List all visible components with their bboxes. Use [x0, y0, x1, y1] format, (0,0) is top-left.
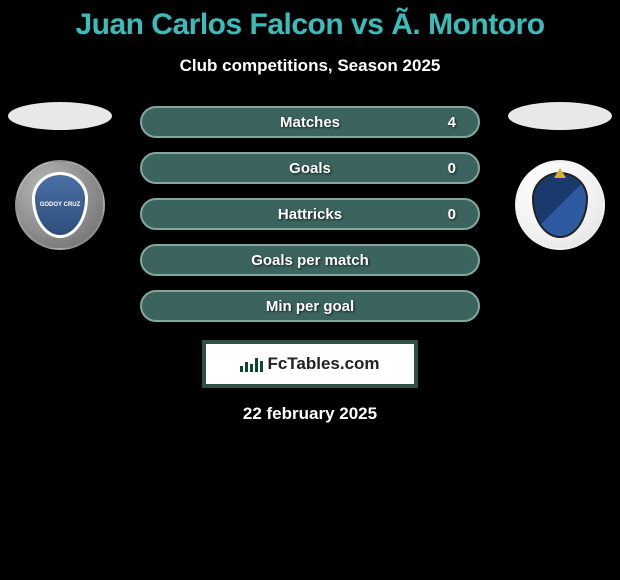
stat-row: Goals per match	[140, 244, 480, 276]
stat-label: Hattricks	[164, 206, 456, 223]
stat-label: Goals	[164, 160, 456, 177]
crest-shield-icon: GODOY CRUZ	[32, 172, 88, 238]
stat-row: Hattricks0	[140, 198, 480, 230]
crest-shield-icon	[532, 172, 588, 238]
comparison-content: GODOY CRUZ Matches4Goals0Hattricks0Goals…	[0, 106, 620, 424]
stats-list: Matches4Goals0Hattricks0Goals per matchM…	[140, 106, 480, 322]
team-right-column	[500, 106, 620, 250]
player-photo-placeholder-left	[8, 102, 112, 130]
stat-row: Matches4	[140, 106, 480, 138]
barchart-icon	[240, 356, 263, 372]
subtitle: Club competitions, Season 2025	[0, 56, 620, 76]
stat-value: 0	[448, 160, 456, 177]
stat-row: Goals0	[140, 152, 480, 184]
stat-value: 4	[448, 114, 456, 131]
team-crest-right	[515, 160, 605, 250]
stat-row: Min per goal	[140, 290, 480, 322]
source-badge: FcTables.com	[202, 340, 418, 388]
player-photo-placeholder-right	[508, 102, 612, 130]
team-crest-left: GODOY CRUZ	[15, 160, 105, 250]
stat-label: Min per goal	[164, 298, 456, 315]
stat-label: Matches	[164, 114, 456, 131]
page-title: Juan Carlos Falcon vs Ã. Montoro	[0, 0, 620, 42]
comparison-date: 22 february 2025	[0, 404, 620, 424]
stat-label: Goals per match	[164, 252, 456, 269]
source-badge-text: FcTables.com	[267, 354, 379, 374]
team-left-column: GODOY CRUZ	[0, 106, 120, 250]
stat-value: 0	[448, 206, 456, 223]
